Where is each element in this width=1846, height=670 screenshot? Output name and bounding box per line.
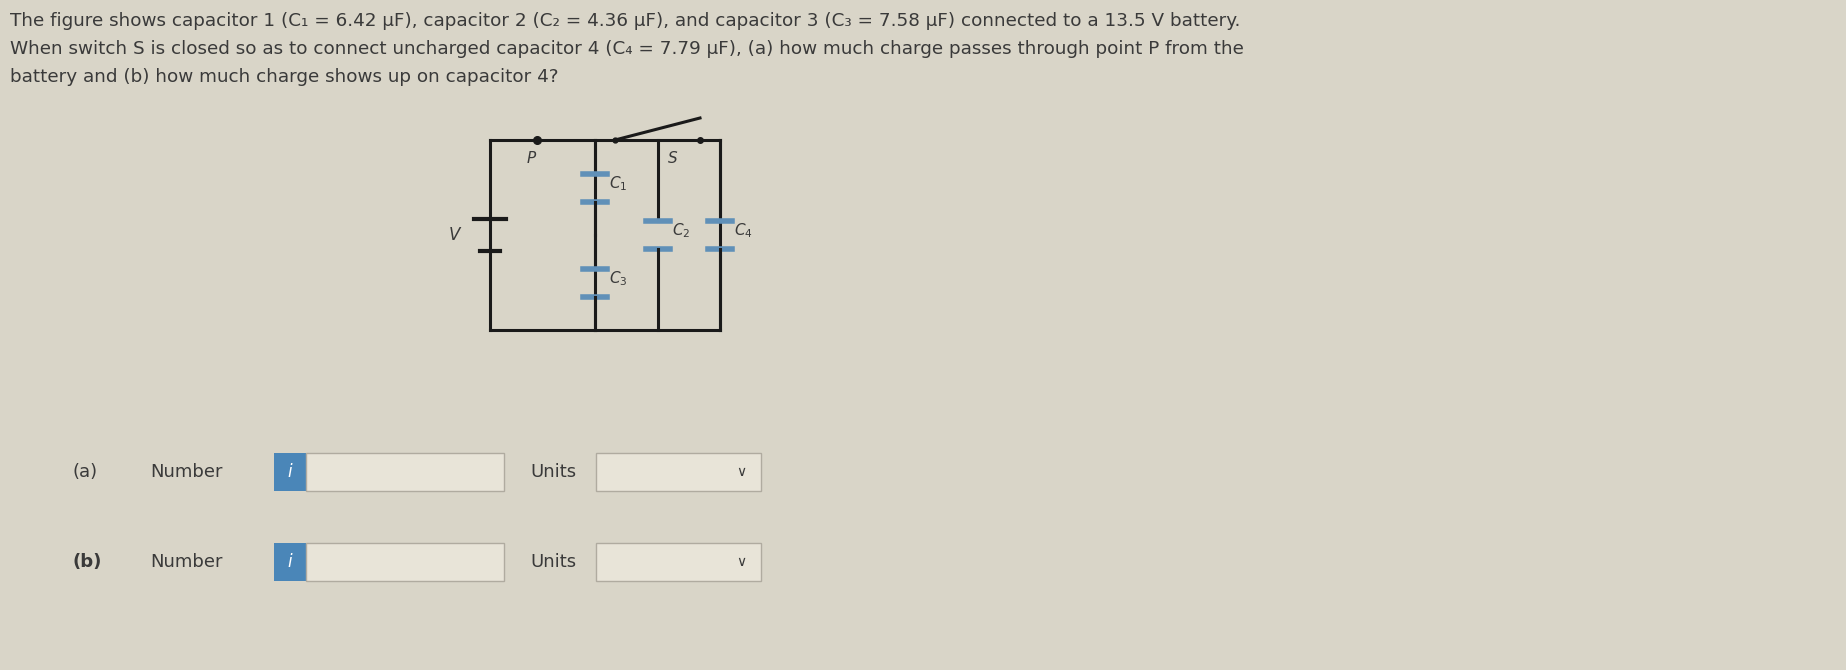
Text: Units: Units <box>530 463 576 481</box>
FancyBboxPatch shape <box>273 543 306 581</box>
Text: Number: Number <box>150 553 223 571</box>
Text: $i$: $i$ <box>286 463 294 481</box>
Text: When switch S is closed so as to connect uncharged capacitor 4 (C₄ = 7.79 μF), (: When switch S is closed so as to connect… <box>9 40 1244 58</box>
Text: $C_3$: $C_3$ <box>609 269 628 288</box>
Text: $i$: $i$ <box>286 553 294 571</box>
Text: Units: Units <box>530 553 576 571</box>
Text: $C_4$: $C_4$ <box>735 222 753 241</box>
Text: ∨: ∨ <box>737 465 746 479</box>
Text: ∨: ∨ <box>737 555 746 569</box>
Text: $C_1$: $C_1$ <box>609 174 628 193</box>
FancyBboxPatch shape <box>306 453 504 491</box>
Text: battery and (b) how much charge shows up on capacitor 4?: battery and (b) how much charge shows up… <box>9 68 559 86</box>
Text: $P$: $P$ <box>526 150 537 166</box>
FancyBboxPatch shape <box>306 543 504 581</box>
Text: The figure shows capacitor 1 (C₁ = 6.42 μF), capacitor 2 (C₂ = 4.36 μF), and cap: The figure shows capacitor 1 (C₁ = 6.42 … <box>9 12 1241 30</box>
Text: $C_2$: $C_2$ <box>672 222 690 241</box>
FancyBboxPatch shape <box>596 453 761 491</box>
Text: $S$: $S$ <box>666 150 677 166</box>
Text: (a): (a) <box>72 463 98 481</box>
FancyBboxPatch shape <box>596 543 761 581</box>
Text: (b): (b) <box>72 553 102 571</box>
Text: $V$: $V$ <box>449 226 462 244</box>
Text: Number: Number <box>150 463 223 481</box>
FancyBboxPatch shape <box>273 453 306 491</box>
